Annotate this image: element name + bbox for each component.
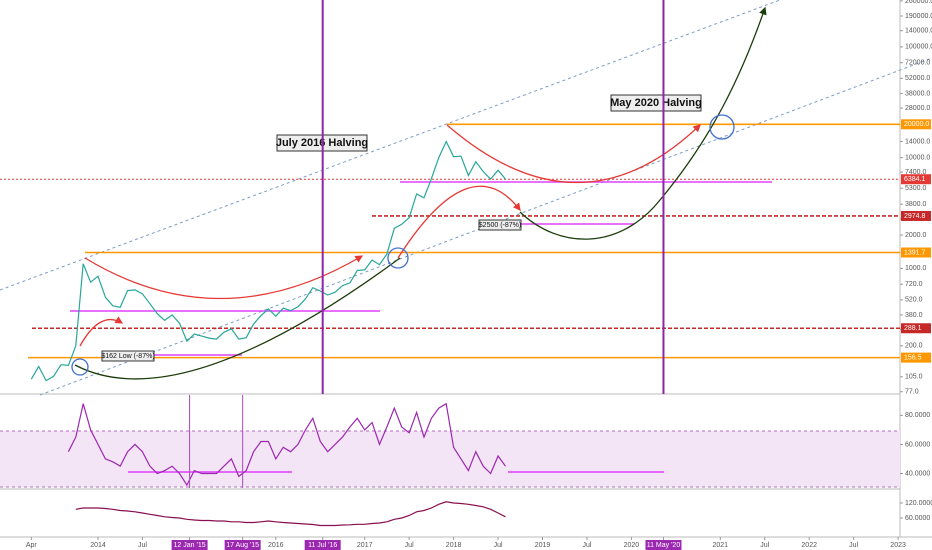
x-tick-label: Jul <box>138 542 147 549</box>
y-tick-label: 120.0000 <box>905 500 932 507</box>
green-arc <box>519 6 767 240</box>
x-tick-label: 11 Jul '16 <box>308 542 337 549</box>
y-tick-label: 14000.0 <box>905 138 930 145</box>
y-tick-label: 77.0 <box>905 389 919 396</box>
series-line <box>67 402 506 487</box>
x-tick-label: 12 Jan '15 <box>174 542 206 549</box>
x-tick-label: 17 Aug '15 <box>226 542 259 549</box>
red-arc <box>397 185 521 259</box>
x-tick-highlight <box>645 540 682 550</box>
red-arc <box>79 316 124 347</box>
channel-line <box>0 0 781 291</box>
x-tick-label: 2019 <box>535 542 551 549</box>
x-tick-label: Apr <box>26 542 38 549</box>
annotation-box <box>610 94 702 112</box>
y-tick-label: 60.0000 <box>905 515 930 522</box>
x-tick-label: Jul <box>760 542 769 549</box>
y-tick-label: 200.0 <box>905 343 923 350</box>
y-tick-label: 28000.0 <box>905 105 930 112</box>
price-label-box <box>901 210 931 221</box>
y-tick-label: 520.0 <box>905 297 923 304</box>
x-tick-label: 2017 <box>357 542 373 549</box>
x-tick-label: Jul <box>405 542 414 549</box>
y-tick-label: 72000.0 <box>905 60 930 67</box>
annotation: May 2020 Halving <box>610 97 702 109</box>
y-tick-label: 80.0000 <box>905 412 930 419</box>
x-tick-label: 2022 <box>801 542 817 549</box>
price-level-label: 156.5 <box>904 354 922 361</box>
x-tick-label: 2016 <box>268 542 284 549</box>
x-tick-label: 2018 <box>446 542 462 549</box>
annotation: $2500 (-87%) <box>479 222 521 229</box>
y-tick-label: 40.0000 <box>905 470 930 477</box>
x-tick-label: 2023 <box>890 542 906 549</box>
price-label-box <box>901 323 931 334</box>
y-tick-label: 720.0 <box>905 281 923 288</box>
price-level-label: 20000.0 <box>904 121 929 128</box>
y-tick-label: 190000.0 <box>905 13 932 20</box>
y-tick-label: 1000.0 <box>905 265 927 272</box>
price-label-box <box>901 174 931 185</box>
price-level-label: 288.1 <box>904 325 922 332</box>
y-tick-label: 2000.0 <box>905 232 927 239</box>
price-label-box <box>901 119 931 130</box>
y-tick-label: 5300.0 <box>905 185 927 192</box>
x-tick-label: 2014 <box>90 542 106 549</box>
x-tick-label: 2021 <box>713 542 729 549</box>
circle <box>387 247 409 269</box>
x-tick-label: 11 May '20 <box>647 542 681 549</box>
annotation: $162 Low (-87%) <box>101 353 154 360</box>
rsi-band <box>0 431 900 487</box>
curves <box>71 6 767 380</box>
y-tick-label: 38000.0 <box>905 90 930 97</box>
price-level-label: 1391.7 <box>904 249 926 256</box>
series-line <box>30 140 506 382</box>
price-label-box <box>901 352 931 363</box>
y-tick-label: 260000.0 <box>905 0 932 5</box>
y-tick-label: 10000.0 <box>905 154 930 161</box>
x-tick-label: Jul <box>494 542 503 549</box>
y-tick-label: 100000.0 <box>905 44 932 51</box>
x-tick-label: Jul <box>582 542 591 549</box>
x-tick-highlight <box>304 540 341 550</box>
x-tick-highlight <box>224 540 261 550</box>
x-tick-label: 2020 <box>624 542 640 549</box>
price-label-box <box>901 247 931 258</box>
circle <box>71 358 89 376</box>
red-arc <box>84 255 364 300</box>
circle <box>709 114 735 140</box>
series-line <box>75 501 506 527</box>
y-tick-label: 7400.0 <box>905 169 927 176</box>
red-arc <box>446 124 701 184</box>
y-tick-label: 140000.0 <box>905 28 932 35</box>
annotation-box <box>101 350 155 362</box>
y-tick-label: 52000.0 <box>905 75 930 82</box>
price-level-label: 6384.1 <box>904 176 926 183</box>
annotation-box <box>478 219 522 231</box>
y-tick-label: 105.0 <box>905 374 923 381</box>
x-tick-label: Jul <box>849 542 858 549</box>
y-tick-label: 60.0000 <box>905 441 930 448</box>
x-tick-highlight <box>171 540 208 550</box>
y-tick-label: 3800.0 <box>905 201 927 208</box>
support-lines <box>70 181 772 473</box>
green-arc <box>74 257 401 380</box>
y-tick-label: 380.0 <box>905 312 923 319</box>
price-level-label: 2974.8 <box>904 213 926 220</box>
